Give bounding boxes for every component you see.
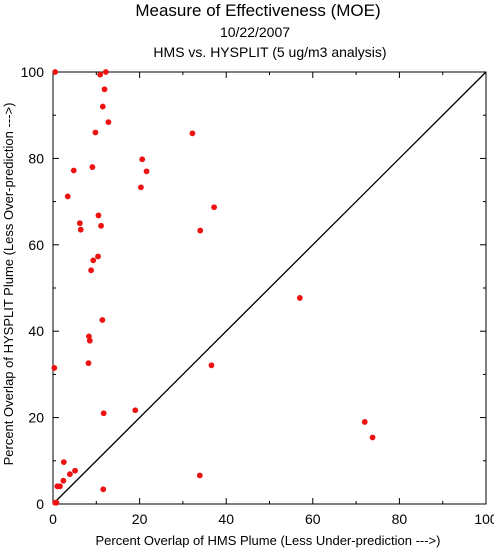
data-point bbox=[99, 317, 106, 323]
data-point bbox=[66, 471, 73, 478]
data-point bbox=[88, 267, 95, 274]
y-tick-label: 20 bbox=[28, 410, 44, 426]
data-point bbox=[211, 204, 217, 211]
data-point bbox=[208, 362, 215, 369]
x-tick-label: 60 bbox=[305, 511, 321, 527]
data-point bbox=[296, 295, 303, 301]
data-point bbox=[369, 434, 376, 441]
data-point bbox=[92, 129, 99, 136]
data-point bbox=[102, 69, 109, 75]
data-point bbox=[89, 164, 96, 170]
data-point bbox=[86, 333, 92, 340]
data-point bbox=[64, 193, 71, 200]
data-point bbox=[196, 472, 203, 479]
data-point bbox=[143, 168, 150, 175]
data-point bbox=[60, 459, 67, 465]
x-tick-label: 0 bbox=[49, 511, 57, 527]
data-point bbox=[60, 477, 67, 484]
y-tick-label: 60 bbox=[28, 237, 44, 253]
data-point bbox=[86, 337, 93, 344]
data-point bbox=[95, 212, 102, 219]
x-tick-label: 100 bbox=[474, 511, 494, 527]
y-axis-label: Percent Overlap of HYSPLIT Plume (Less O… bbox=[1, 103, 16, 466]
data-point bbox=[95, 253, 101, 260]
data-point bbox=[76, 220, 83, 227]
x-tick-label: 80 bbox=[392, 511, 408, 527]
data-point bbox=[105, 119, 112, 126]
data-point bbox=[85, 360, 92, 367]
data-point bbox=[90, 257, 97, 264]
data-point bbox=[53, 499, 60, 506]
y-tick-label: 100 bbox=[21, 64, 45, 80]
data-point bbox=[139, 156, 146, 163]
plot-area: 0 20 40 60 80 100 0 20 40 60 80 100 bbox=[21, 64, 494, 527]
data-point bbox=[97, 71, 104, 78]
y-tick-label: 80 bbox=[28, 150, 44, 166]
data-point bbox=[100, 486, 107, 493]
data-point bbox=[98, 222, 104, 229]
data-point bbox=[99, 103, 106, 110]
chart-date: 10/22/2007 bbox=[220, 24, 290, 40]
reference-line-1-to-1 bbox=[52, 71, 487, 505]
y-tick-label: 40 bbox=[28, 323, 44, 339]
data-point bbox=[77, 226, 84, 233]
data-point bbox=[72, 467, 78, 474]
x-tick-label: 40 bbox=[218, 511, 234, 527]
data-point bbox=[137, 184, 144, 191]
data-point bbox=[51, 365, 58, 371]
data-point bbox=[189, 130, 196, 137]
y-tick-label: 0 bbox=[36, 496, 44, 512]
data-point bbox=[57, 483, 63, 490]
data-point bbox=[52, 69, 59, 75]
data-point bbox=[361, 419, 368, 425]
chart-subtitle: HMS vs. HYSPLIT (5 ug/m3 analysis) bbox=[153, 44, 386, 60]
x-tick-label: 20 bbox=[132, 511, 148, 527]
chart-title: Measure of Effectiveness (MOE) bbox=[135, 1, 380, 20]
data-point bbox=[197, 227, 204, 234]
data-point bbox=[101, 86, 108, 93]
data-point bbox=[100, 410, 107, 417]
data-point bbox=[132, 407, 139, 414]
data-point bbox=[70, 167, 77, 174]
x-axis-label: Percent Overlap of HMS Plume (Less Under… bbox=[96, 533, 441, 548]
